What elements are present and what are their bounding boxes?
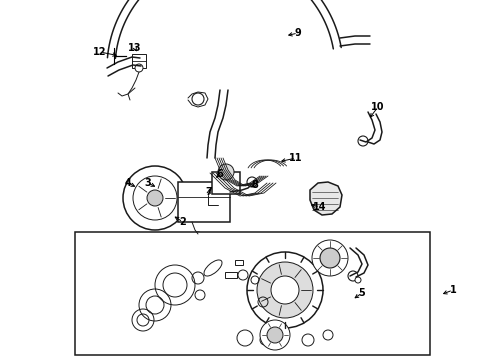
Bar — [225, 272, 237, 278]
Text: 3: 3 — [145, 178, 151, 188]
Bar — [212, 172, 240, 194]
Circle shape — [355, 277, 361, 283]
Text: 8: 8 — [251, 180, 258, 190]
Text: 2: 2 — [180, 217, 186, 227]
Circle shape — [247, 177, 257, 187]
Text: 13: 13 — [128, 43, 142, 53]
Circle shape — [271, 276, 299, 304]
Circle shape — [260, 320, 290, 350]
Circle shape — [320, 248, 340, 268]
Circle shape — [358, 136, 368, 146]
Text: 10: 10 — [371, 102, 385, 112]
Bar — [235, 260, 243, 265]
Text: 6: 6 — [217, 169, 223, 179]
Circle shape — [147, 190, 163, 206]
Polygon shape — [310, 182, 342, 215]
Text: 9: 9 — [294, 28, 301, 38]
Bar — [75, 232, 430, 355]
Circle shape — [192, 93, 204, 105]
Text: 11: 11 — [289, 153, 303, 163]
Circle shape — [257, 262, 313, 318]
Text: 1: 1 — [450, 285, 456, 295]
Circle shape — [123, 166, 187, 230]
Bar — [132, 54, 146, 68]
Text: 12: 12 — [93, 47, 107, 57]
Text: 7: 7 — [206, 187, 212, 197]
Circle shape — [312, 240, 348, 276]
Circle shape — [135, 64, 143, 72]
Bar — [178, 182, 230, 222]
Circle shape — [218, 164, 234, 180]
Circle shape — [267, 327, 283, 343]
Circle shape — [193, 232, 203, 242]
Circle shape — [348, 271, 358, 281]
Text: 4: 4 — [124, 178, 131, 188]
Circle shape — [247, 252, 323, 328]
Text: 5: 5 — [359, 288, 366, 298]
Text: 14: 14 — [313, 202, 327, 212]
